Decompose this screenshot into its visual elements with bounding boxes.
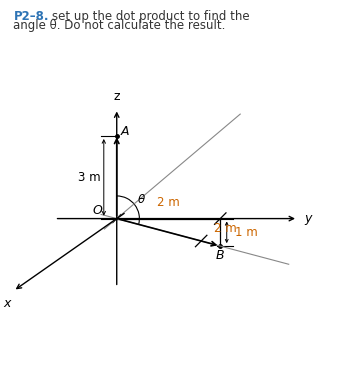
Text: y: y	[304, 212, 312, 225]
Text: O: O	[92, 204, 102, 217]
Text: 1 m: 1 m	[235, 226, 257, 239]
Text: 2 m: 2 m	[214, 222, 237, 234]
Text: angle θ. Do not calculate the result.: angle θ. Do not calculate the result.	[13, 19, 226, 32]
Text: x: x	[3, 296, 10, 310]
Text: 2 m: 2 m	[157, 196, 180, 209]
Text: A: A	[121, 125, 129, 138]
Text: set up the dot product to find the: set up the dot product to find the	[52, 10, 250, 23]
Text: P2–8.: P2–8.	[13, 10, 49, 23]
Text: 3 m: 3 m	[78, 171, 100, 184]
Text: B: B	[216, 249, 224, 262]
Text: z: z	[114, 90, 120, 102]
Text: θ: θ	[137, 193, 145, 206]
